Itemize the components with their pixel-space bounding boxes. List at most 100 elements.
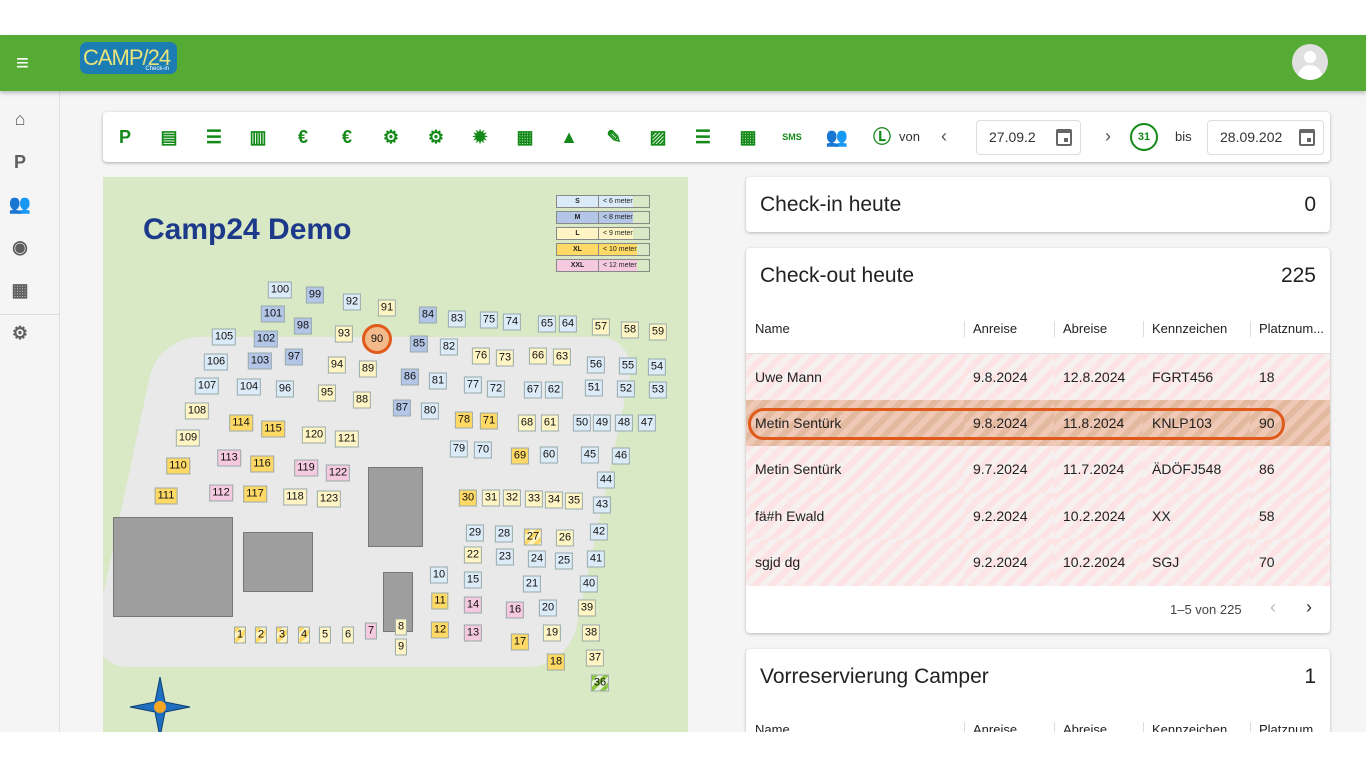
map-plot-41[interactable]: 41 [586,550,606,568]
shop-gear-icon[interactable]: ✹ [472,127,488,147]
map-plot-85[interactable]: 85 [409,335,429,353]
gear-sync-icon[interactable]: ⚙ [382,127,400,147]
map-plot-90[interactable]: 90 [362,324,392,354]
map-plot-102[interactable]: 102 [253,330,279,348]
map-plot-5[interactable]: 5 [318,626,332,644]
map-plot-50[interactable]: 50 [572,414,592,432]
map-plot-76[interactable]: 76 [471,347,491,365]
map-plot-75[interactable]: 75 [479,311,499,329]
calendar-icon[interactable] [1299,129,1315,146]
image-icon[interactable]: ▨ [649,127,667,147]
map-plot-48[interactable]: 48 [614,414,634,432]
map-plot-118[interactable]: 118 [283,488,307,506]
table-row[interactable]: Uwe Mann 9.8.2024 12.8.2024 FGRT456 18 [746,353,1330,400]
column-header[interactable]: Abreise [1054,304,1143,354]
sidebar-camera-icon[interactable]: ◉ [12,237,28,257]
next-date-button[interactable]: › [1105,126,1111,146]
map-plot-113[interactable]: 113 [217,449,241,467]
map-plot-44[interactable]: 44 [596,471,616,489]
map-plot-68[interactable]: 68 [517,414,537,432]
message-icon[interactable]: ☰ [694,127,712,147]
map-plot-65[interactable]: 65 [537,315,557,333]
map-plot-12[interactable]: 12 [430,621,450,639]
map-plot-91[interactable]: 91 [377,299,397,317]
shapes-icon[interactable]: ▲ [560,127,578,147]
table-row[interactable]: sgjd dg 9.2.2024 10.2.2024 SGJ 70 [746,539,1330,586]
sidebar-calendar-icon[interactable]: ▦ [11,280,29,300]
map-plot-40[interactable]: 40 [579,575,599,593]
map-plot-97[interactable]: 97 [284,348,304,366]
map-plot-52[interactable]: 52 [616,380,636,398]
map-plot-73[interactable]: 73 [495,349,515,367]
map-plot-115[interactable]: 115 [261,420,285,438]
column-header[interactable]: Platznum... [1250,304,1330,354]
map-plot-89[interactable]: 89 [358,360,378,378]
column-header[interactable]: Kennzeichen [1143,705,1250,732]
map-plot-4[interactable]: 4 [297,626,311,644]
map-plot-7[interactable]: 7 [364,622,378,640]
map-plot-9[interactable]: 9 [394,638,408,656]
map-plot-100[interactable]: 100 [267,281,293,299]
map-plot-112[interactable]: 112 [209,484,233,502]
map-plot-46[interactable]: 46 [611,447,631,465]
map-plot-37[interactable]: 37 [585,649,605,667]
map-plot-15[interactable]: 15 [463,571,483,589]
map-plot-61[interactable]: 61 [540,414,560,432]
map-plot-60[interactable]: 60 [539,446,559,464]
map-plot-58[interactable]: 58 [620,321,640,339]
prev-date-button[interactable]: ‹ [941,126,947,146]
map-plot-33[interactable]: 33 [524,490,544,508]
map-plot-51[interactable]: 51 [584,379,604,397]
map-plot-111[interactable]: 111 [154,487,178,505]
map-plot-1[interactable]: 1 [233,626,247,644]
column-header[interactable]: Anreise [964,304,1054,354]
table-row[interactable]: Metin Sentürk 9.8.2024 11.8.2024 KNLP103 90 [746,399,1330,446]
column-header[interactable]: Anreise [964,705,1054,732]
map-plot-74[interactable]: 74 [502,313,522,331]
map-plot-96[interactable]: 96 [275,380,295,398]
map-plot-121[interactable]: 121 [334,430,360,448]
map-plot-59[interactable]: 59 [648,323,668,341]
sidebar-home-icon[interactable]: ⌂ [14,109,26,129]
l-circle-icon[interactable]: Ⓛ [873,127,891,147]
map-plot-17[interactable]: 17 [510,633,530,651]
map-plot-107[interactable]: 107 [194,377,220,395]
gear-touch-icon[interactable]: ⚙ [427,127,445,147]
euro-card-icon[interactable]: € [341,127,352,147]
map-plot-106[interactable]: 106 [203,353,229,371]
map-plot-30[interactable]: 30 [458,489,478,507]
map-plot-39[interactable]: 39 [577,599,597,617]
map-plot-10[interactable]: 10 [429,566,449,584]
map-plot-18[interactable]: 18 [546,653,566,671]
table-row[interactable]: Metin Sentürk 9.7.2024 11.7.2024 ÄDÖFJ548 86 [746,446,1330,493]
map-plot-109[interactable]: 109 [175,429,201,447]
invoice-icon[interactable]: ▥ [249,127,267,147]
map-plot-116[interactable]: 116 [250,455,274,473]
map-plot-35[interactable]: 35 [564,492,584,510]
map-plot-119[interactable]: 119 [294,459,318,477]
map-plot-38[interactable]: 38 [581,624,601,642]
receipt-icon[interactable]: ☰ [205,127,223,147]
map-plot-34[interactable]: 34 [544,491,564,509]
map-plot-70[interactable]: 70 [473,441,493,459]
map-plot-93[interactable]: 93 [334,325,354,343]
column-header[interactable]: Kennzeichen [1143,304,1250,354]
map-plot-84[interactable]: 84 [418,306,438,324]
column-header[interactable]: Platznum... [1250,705,1330,732]
calendar-note-icon[interactable]: ▤ [160,127,178,147]
map-plot-101[interactable]: 101 [260,305,286,323]
column-header[interactable]: Name [746,304,964,354]
map-plot-28[interactable]: 28 [494,525,514,543]
map-plot-82[interactable]: 82 [439,338,459,356]
sidebar-guests-icon[interactable]: 👥 [8,194,32,214]
menu-icon[interactable]: ≡ [16,50,29,75]
map-plot-22[interactable]: 22 [463,546,483,564]
map-plot-6[interactable]: 6 [341,626,355,644]
map-plot-64[interactable]: 64 [558,315,578,333]
today-calendar-icon[interactable]: 31 [1130,123,1158,151]
map-plot-71[interactable]: 71 [479,412,499,430]
map-plot-56[interactable]: 56 [586,356,606,374]
people-icon[interactable]: 👥 [825,127,849,147]
map-plot-53[interactable]: 53 [648,381,668,399]
map-plot-104[interactable]: 104 [236,378,262,396]
